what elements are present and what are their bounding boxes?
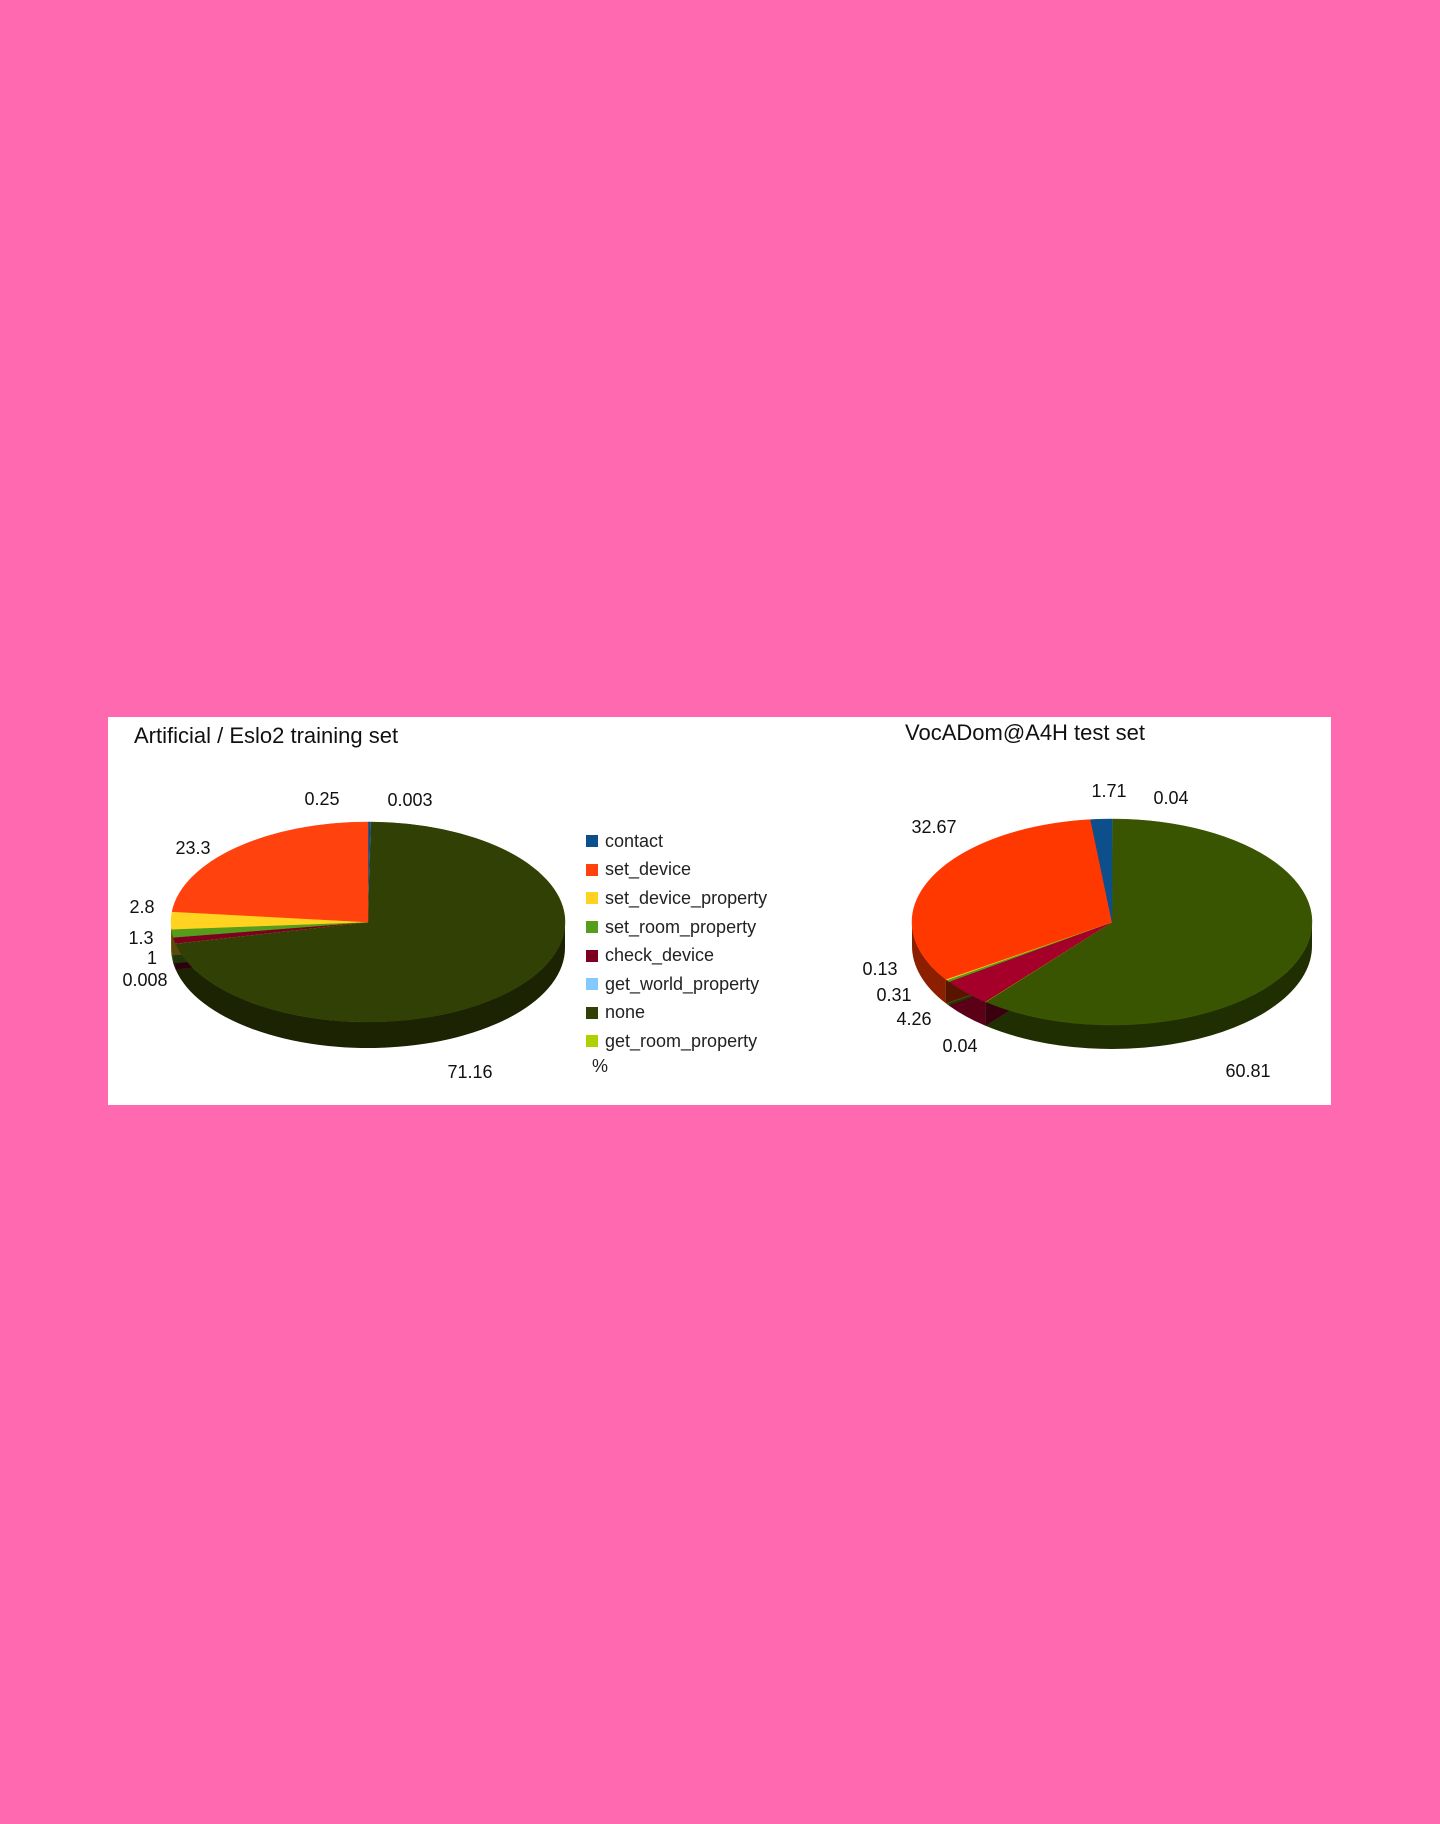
data-label-get-room-property: 0.008 xyxy=(122,970,167,990)
data-label-get-room-property: 0.04 xyxy=(942,1036,977,1056)
legend-item-set-device-property: set_device_property xyxy=(586,884,767,913)
legend-item-get-room-property: get_room_property xyxy=(586,1027,767,1056)
legend-item-contact: contact xyxy=(586,827,767,856)
pie-slice-set-device xyxy=(171,821,369,923)
legend-label: check_device xyxy=(605,945,715,966)
legend-label: set_room_property xyxy=(605,916,757,937)
legend-label: none xyxy=(605,1002,646,1023)
pie-slice-contact xyxy=(1090,818,1113,923)
legend-swatch xyxy=(586,1006,598,1019)
data-label-contact: 1.71 xyxy=(1091,781,1126,801)
data-label-none: 71.16 xyxy=(447,1062,492,1082)
legend-swatch xyxy=(586,863,598,876)
pie-slice-side-set-device-property xyxy=(171,922,172,956)
legend-item-set-device: set_device xyxy=(586,856,767,885)
legend-swatch xyxy=(586,978,598,991)
legend-item-set-room-property: set_room_property xyxy=(586,913,767,942)
data-label-set-device-property: 0.13 xyxy=(862,959,897,979)
pie-slice-none xyxy=(175,821,566,1023)
data-label-contact: 0.25 xyxy=(304,789,339,809)
legend-label: set_device xyxy=(605,859,692,880)
data-label-set-device: 32.67 xyxy=(911,817,956,837)
data-label-none: 60.81 xyxy=(1225,1061,1270,1081)
legend-label: set_device_property xyxy=(605,887,768,908)
legend-swatch xyxy=(586,921,598,934)
legend-swatch xyxy=(586,949,598,962)
legend-unit: % xyxy=(592,1056,609,1076)
data-label-check-device: 4.26 xyxy=(896,1009,931,1029)
pie-slice-none xyxy=(985,818,1313,1026)
data-label-set-room-property: 1.3 xyxy=(128,928,153,948)
data-label-check-device: 1 xyxy=(147,948,157,968)
data-label-get-world-property: 0.04 xyxy=(1153,788,1188,808)
chart-title-training: Artificial / Eslo2 training set xyxy=(134,723,399,748)
pie-slice-side-none xyxy=(175,922,566,1048)
legend-label: contact xyxy=(605,830,664,851)
chart-title-test: VocADom@A4H test set xyxy=(905,720,1145,745)
data-label-set-room-property: 0.31 xyxy=(876,985,911,1005)
legend-swatch xyxy=(586,892,598,905)
data-label-set-device: 23.3 xyxy=(175,838,210,858)
data-label-set-device-property: 2.8 xyxy=(129,897,154,917)
pie-slice-side-set-device xyxy=(912,922,946,1004)
data-label-get-world-property: 0.003 xyxy=(387,790,432,810)
chart-figure: 0.25 0.003 71.16 0.008 1 1.3 2.8 23.3 0.04 60.81 0… xyxy=(108,717,1331,1105)
chart-legend: contact set_device set_device_property s… xyxy=(586,827,767,1056)
legend-label: get_room_property xyxy=(605,1030,758,1051)
legend-label: get_world_property xyxy=(605,973,760,994)
legend-swatch xyxy=(586,1035,598,1048)
legend-item-check-device: check_device xyxy=(586,941,767,970)
pie-slice-set-device xyxy=(911,819,1113,980)
legend-item-none: none xyxy=(586,999,767,1028)
legend-item-get-world-property: get_world_property xyxy=(586,970,767,999)
pie-slice-side-none xyxy=(985,922,1312,1049)
legend-swatch xyxy=(586,835,598,848)
